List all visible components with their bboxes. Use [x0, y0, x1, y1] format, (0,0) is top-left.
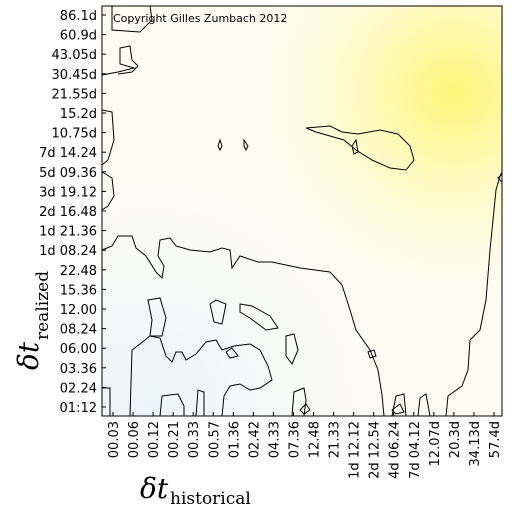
y-tick-label: 86.1d — [60, 9, 97, 24]
x-tick-label: 00.03 — [107, 421, 122, 458]
y-tick-label: 15.2d — [60, 107, 97, 122]
x-tick-label: 12.07d — [428, 421, 443, 466]
x-tick-label: 01.36 — [227, 421, 242, 458]
y-tick-label: 5d 09.36 — [39, 166, 97, 181]
y-tick-label: 60.9d — [60, 29, 97, 44]
y-tick-label: 10.75d — [52, 127, 97, 142]
y-tick-label: 15.36 — [60, 283, 97, 298]
y-tick-label: 22.48 — [60, 264, 97, 279]
x-axis-title: δt historical — [140, 472, 251, 509]
y-tick-label: 1d 08.24 — [39, 244, 97, 259]
y-tick-label: 02.24 — [60, 381, 97, 396]
x-tick-label: 21.33 — [328, 421, 343, 458]
x-tick-label: 4d 06.24 — [388, 421, 403, 479]
x-tick-label: 00.57 — [207, 421, 222, 458]
y-tick-label: 01:12 — [60, 401, 97, 416]
y-tick-label: 30.45d — [52, 68, 97, 83]
y-tick-label: 06.00 — [60, 342, 97, 357]
x-axis-label: δt — [140, 472, 169, 505]
x-axis-label-sub: historical — [170, 489, 251, 509]
chart-title: Copyright Gilles Zumbach 2012 — [113, 12, 287, 25]
x-tick-label: 00.21 — [167, 421, 182, 458]
y-tick-label: 03.36 — [60, 362, 97, 377]
x-tick-label: 12.48 — [308, 421, 323, 458]
x-tick-label: 00.33 — [187, 421, 202, 458]
y-axis-label-sub: realized — [33, 271, 53, 340]
y-tick-label: 43.05d — [52, 48, 97, 63]
hot-shading — [102, 6, 502, 416]
x-tick-label: 34.13d — [468, 421, 483, 466]
y-axis-title: δt realized — [12, 271, 53, 370]
contours — [101, 5, 503, 417]
y-tick-label: 7d 14.24 — [39, 146, 97, 161]
x-tick-label: 20.3d — [448, 421, 463, 458]
y-tick-label: 12.00 — [60, 303, 97, 318]
y-tick-label: 08.24 — [60, 323, 97, 338]
x-tick-label: 2d 12.54 — [368, 421, 383, 479]
y-tick-label: 3d 19.12 — [39, 185, 97, 200]
y-tick-label: 21.55d — [52, 87, 97, 102]
x-tick-label: 57.4d — [488, 421, 503, 458]
x-tick-label: 00.12 — [147, 421, 162, 458]
y-tick-label: 1d 21.36 — [39, 225, 97, 240]
x-tick-label: 1d 12.12 — [348, 421, 363, 479]
x-tick-label: 02.42 — [247, 421, 262, 458]
x-tick-label: 00.06 — [127, 421, 142, 458]
y-axis-label: δt — [12, 341, 45, 370]
x-tick-label: 07.36 — [287, 421, 302, 458]
plot-area — [101, 5, 503, 417]
x-tick-label: 7d 04.12 — [408, 421, 423, 479]
y-tick-label: 2d 16.48 — [39, 205, 97, 220]
x-tick-label: 04.33 — [267, 421, 282, 458]
